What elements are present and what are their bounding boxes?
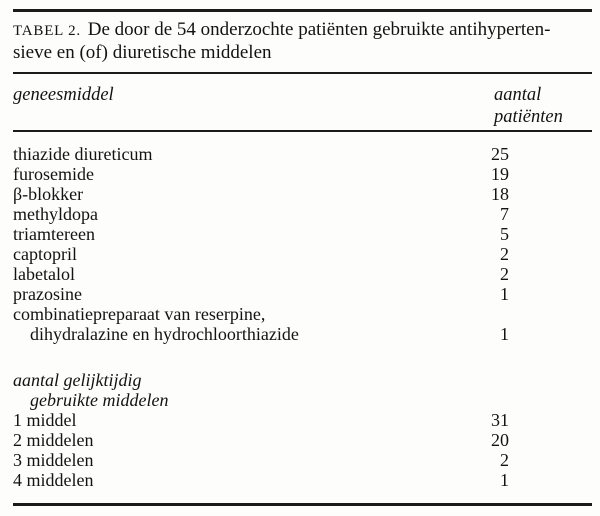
patient-count: 2 bbox=[500, 450, 509, 470]
caption-text-line-1: De door de 54 onderzochte patiënten gebr… bbox=[87, 19, 551, 40]
patient-count: 7 bbox=[500, 204, 509, 224]
drug-name: furosemide bbox=[13, 164, 94, 184]
patient-count: 5 bbox=[500, 224, 509, 244]
column-header-aantal-patienten: aantal patiënten bbox=[494, 85, 563, 127]
table-row: combinatiepreparaat van reserpine, dihyd… bbox=[13, 304, 592, 344]
middelen-count-label: 4 middelen bbox=[13, 470, 94, 490]
table-top-rule bbox=[13, 9, 592, 12]
patient-count: 19 bbox=[491, 164, 509, 184]
table-row: 4 middelen 1 bbox=[13, 470, 592, 490]
section-gelijktijdig-gebruik: aantal gelijktijdig gebruikte middelen 1… bbox=[13, 370, 592, 490]
table-row: 3 middelen 2 bbox=[13, 450, 592, 470]
patient-count: 18 bbox=[491, 184, 509, 204]
patient-count: 1 bbox=[500, 470, 509, 490]
middelen-count-label: 3 middelen bbox=[13, 450, 94, 470]
drug-name: methyldopa bbox=[13, 204, 98, 224]
patient-count: 1 bbox=[500, 324, 509, 344]
table-row: captopril 2 bbox=[13, 244, 592, 264]
section-heading-line-2: gebruikte middelen bbox=[30, 390, 169, 410]
patient-count: 2 bbox=[500, 264, 509, 284]
table-row: prazosine 1 bbox=[13, 284, 592, 304]
table-row: β-blokker 18 bbox=[13, 184, 592, 204]
table-row: labetalol 2 bbox=[13, 264, 592, 284]
table-row: 1 middel 31 bbox=[13, 410, 592, 430]
patient-count: 1 bbox=[500, 284, 509, 304]
drug-name: triamtereen bbox=[13, 224, 95, 244]
caption-line-2: sieve en (of) diuretische middelen bbox=[13, 42, 592, 64]
table-caption: TABEL 2. De door de 54 onderzochte patië… bbox=[13, 19, 592, 64]
drug-name: thiazide diureticum bbox=[13, 144, 153, 164]
caption-line-1: TABEL 2. De door de 54 onderzochte patië… bbox=[13, 19, 592, 42]
section-geneesmiddelen: thiazide diureticum 25 furosemide 19 β-b… bbox=[13, 144, 592, 344]
table-row: triamtereen 5 bbox=[13, 224, 592, 244]
drug-name: prazosine bbox=[13, 284, 82, 304]
table-row: methyldopa 7 bbox=[13, 204, 592, 224]
section-heading-line-1: aantal gelijktijdig bbox=[13, 370, 142, 390]
drug-name: β-blokker bbox=[13, 184, 84, 204]
column-header-geneesmiddel: geneesmiddel bbox=[13, 85, 114, 105]
drug-name-multiline: combinatiepreparaat van reserpine, dihyd… bbox=[13, 304, 449, 344]
table-number-label: TABEL 2. bbox=[13, 23, 81, 39]
middelen-count-label: 2 middelen bbox=[13, 430, 94, 450]
table-bottom-rule bbox=[13, 503, 592, 506]
header-separator-rule bbox=[13, 130, 592, 132]
middelen-count-label: 1 middel bbox=[13, 410, 77, 430]
drug-name-line-1: combinatiepreparaat van reserpine, bbox=[13, 304, 266, 324]
table-2-container: TABEL 2. De door de 54 onderzochte patië… bbox=[13, 9, 592, 506]
patient-count: 25 bbox=[491, 144, 509, 164]
patient-count: 20 bbox=[491, 430, 509, 450]
table-row: 2 middelen 20 bbox=[13, 430, 592, 450]
table-body: thiazide diureticum 25 furosemide 19 β-b… bbox=[13, 132, 592, 490]
drug-name-line-2: dihydralazine en hydrochloorthiazide bbox=[30, 324, 299, 344]
caption-text-line-2: sieve en (of) diuretische middelen bbox=[13, 42, 272, 63]
table-row: furosemide 19 bbox=[13, 164, 592, 184]
table-row: thiazide diureticum 25 bbox=[13, 144, 592, 164]
patient-count: 2 bbox=[500, 244, 509, 264]
drug-name: captopril bbox=[13, 244, 77, 264]
column-header-row: geneesmiddel aantal patiënten bbox=[13, 74, 592, 130]
drug-name: labetalol bbox=[13, 264, 75, 284]
patient-count: 31 bbox=[491, 410, 509, 430]
caption-separator-rule bbox=[13, 72, 592, 74]
